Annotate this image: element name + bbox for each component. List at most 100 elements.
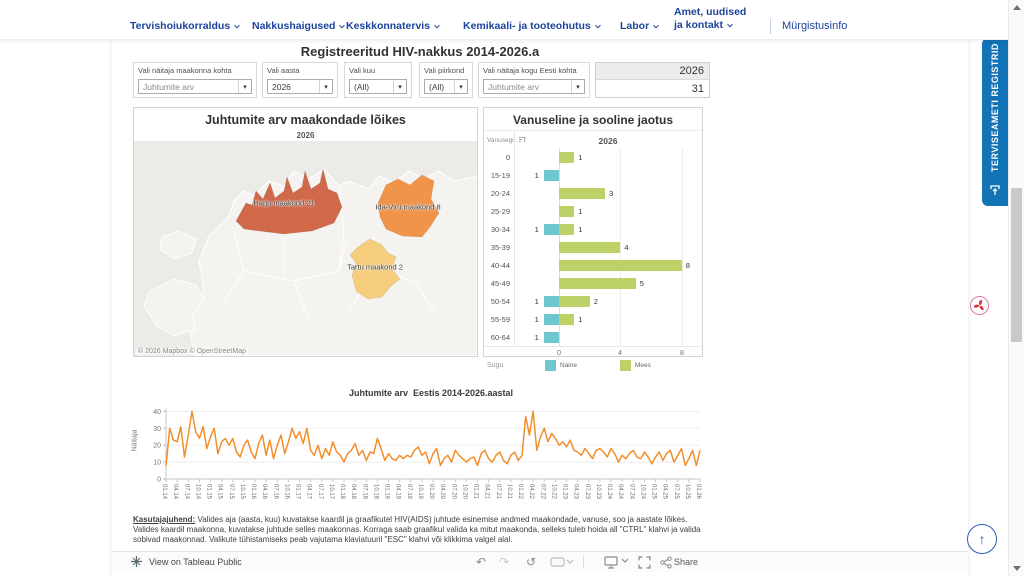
bar-mees[interactable] bbox=[559, 313, 575, 325]
age-axis-line bbox=[484, 346, 702, 347]
filter-select[interactable]: (All) ▾ bbox=[349, 79, 407, 94]
bar-mees[interactable] bbox=[559, 241, 621, 253]
age-column-header[interactable]: Vanusegr.. bbox=[487, 136, 527, 144]
undo-icon[interactable]: ↶ bbox=[476, 555, 487, 569]
bar-mees[interactable] bbox=[559, 277, 636, 289]
nav-nakkushaigused[interactable]: Nakkushaigused bbox=[252, 20, 346, 32]
dropdown-caret-icon[interactable]: ▾ bbox=[319, 80, 332, 93]
bar-naine[interactable] bbox=[543, 223, 559, 235]
estonia-map[interactable]: Harju maakond 21 Ida-Viru maakond 8 Tart… bbox=[134, 141, 477, 356]
age-gridline bbox=[620, 148, 622, 346]
age-x-tick: 0 bbox=[556, 348, 562, 357]
age-category-label: 20-24 bbox=[490, 189, 510, 198]
dropdown-caret-icon[interactable]: ▾ bbox=[393, 80, 406, 93]
dropdown-caret-icon[interactable]: ▾ bbox=[238, 80, 251, 93]
age-category-label: 15-19 bbox=[490, 171, 510, 180]
bar-value-label: 1 bbox=[534, 297, 539, 306]
revert-dropdown-icon[interactable] bbox=[550, 556, 574, 568]
nav-murgistusinfo[interactable]: Mürgistusinfo bbox=[782, 20, 848, 32]
nav-labor[interactable]: Labor bbox=[620, 20, 660, 32]
nav-amet-uudised-ja-kontakt[interactable]: Amet, uudised ja kontakt bbox=[674, 6, 746, 32]
dropdown-caret-icon[interactable]: ▾ bbox=[571, 80, 584, 93]
legend-title: Sugu bbox=[487, 362, 504, 369]
bar-naine[interactable] bbox=[543, 295, 559, 307]
age-row: 20-24 3 bbox=[484, 184, 702, 202]
x-tick-label: 04.17 bbox=[306, 484, 312, 500]
terviseameti-registrid-tab[interactable]: TERVISEAMETI REGISTRID bbox=[982, 38, 1008, 206]
page-scrollbar[interactable] bbox=[1008, 0, 1024, 576]
x-tick-label: 01.23 bbox=[562, 484, 568, 500]
chevron-down-icon bbox=[727, 21, 733, 28]
x-tick-label: 01.16 bbox=[250, 484, 256, 500]
legend-swatch-naine[interactable] bbox=[545, 360, 556, 371]
bar-naine[interactable] bbox=[543, 169, 559, 181]
bar-mees[interactable] bbox=[559, 187, 606, 199]
download-device-icon[interactable] bbox=[604, 556, 630, 569]
nav-kemikaali-ja-tooteohutus[interactable]: Kemikaali- ja tooteohutus bbox=[463, 20, 601, 32]
scrollbar-up-arrow[interactable] bbox=[1013, 5, 1021, 10]
line-chart[interactable]: 0 10 20 30 40 01.14 04.14 07.14 10.14 01.15 04.15 0… bbox=[150, 402, 712, 508]
bar-value-label: 1 bbox=[534, 315, 539, 324]
sort-icon[interactable] bbox=[519, 136, 527, 143]
map-panel: Juhtumite arv maakondade lõikes 2026 bbox=[133, 107, 478, 357]
bar-naine[interactable] bbox=[543, 313, 559, 325]
bar-value-label: 1 bbox=[578, 207, 583, 216]
filter-value: (All) bbox=[429, 81, 445, 92]
nav-label: Nakkushaigused bbox=[252, 20, 336, 32]
filter-value: (All) bbox=[354, 81, 370, 92]
bar-mees[interactable] bbox=[559, 151, 575, 163]
filter-select[interactable]: Juhtumite arv ▾ bbox=[483, 79, 585, 94]
map-region-tartu[interactable] bbox=[349, 238, 401, 300]
share-icon[interactable] bbox=[660, 556, 672, 569]
x-tick-label: 10.23 bbox=[595, 484, 601, 500]
redo-icon[interactable]: ↷ bbox=[499, 555, 510, 569]
nav-tervishoiukorraldus[interactable]: Tervishoiukorraldus bbox=[130, 20, 241, 32]
bar-mees[interactable] bbox=[559, 205, 575, 217]
line-series[interactable] bbox=[165, 410, 701, 467]
x-tick-label: 07.15 bbox=[228, 484, 234, 500]
bar-value-label: 3 bbox=[609, 189, 614, 198]
reset-icon[interactable]: ↺ bbox=[526, 555, 537, 569]
filter-select[interactable]: Juhtumite arv ▾ bbox=[138, 79, 252, 94]
usage-instructions: Kasutajajuhend: Valides aja (aasta, kuu)… bbox=[133, 515, 715, 544]
instructions-body: Valides aja (aasta, kuu) kuvatakse kaard… bbox=[133, 515, 701, 544]
x-tick-label: 04.24 bbox=[617, 484, 623, 500]
map-label-ida-viru[interactable]: Ida-Viru maakond 8 bbox=[375, 202, 441, 212]
x-tick-label: 10.24 bbox=[639, 484, 645, 500]
map-label-harju[interactable]: Harju maakond 21 bbox=[253, 198, 315, 208]
scrollbar-thumb[interactable] bbox=[1011, 188, 1022, 342]
x-tick-label: 07.17 bbox=[317, 484, 323, 500]
scroll-to-top-button[interactable]: ↑ bbox=[967, 524, 997, 554]
bar-mees[interactable] bbox=[559, 223, 575, 235]
nav-keskkonnatervis[interactable]: Keskkonnatervis bbox=[346, 20, 440, 32]
x-tick-label: 04.16 bbox=[261, 484, 267, 500]
bar-mees[interactable] bbox=[559, 259, 682, 271]
x-tick-label: 07.16 bbox=[272, 484, 278, 500]
view-on-tableau-label: View on Tableau Public bbox=[149, 556, 242, 567]
map-label-tartu[interactable]: Tartu maakond 2 bbox=[347, 262, 403, 272]
filter-aasta: Vali aasta 2026 ▾ bbox=[262, 62, 338, 98]
filter-label: Vali piirkond bbox=[424, 66, 465, 75]
bar-mees[interactable] bbox=[559, 295, 590, 307]
map-subtitle: 2026 bbox=[296, 131, 315, 140]
age-category-label: 30-34 bbox=[490, 225, 510, 234]
pdf-download-button[interactable] bbox=[970, 296, 989, 315]
share-button[interactable]: Share bbox=[674, 557, 699, 567]
scrollbar-down-arrow[interactable] bbox=[1013, 566, 1021, 571]
bar-value-label: 8 bbox=[685, 261, 690, 270]
age-category-label: 0 bbox=[505, 153, 510, 162]
bar-value-label: 1 bbox=[578, 225, 583, 234]
bar-naine[interactable] bbox=[543, 331, 559, 343]
filter-select[interactable]: (All) ▾ bbox=[424, 79, 468, 94]
x-tick-label: 07.19 bbox=[406, 484, 412, 500]
x-tick-label: 01.19 bbox=[384, 484, 390, 500]
map-region-harju[interactable] bbox=[235, 168, 343, 235]
age-x-tick: 4 bbox=[617, 348, 623, 357]
filter-kuu: Vali kuu (All) ▾ bbox=[344, 62, 412, 98]
dropdown-caret-icon[interactable]: ▾ bbox=[454, 80, 467, 93]
view-on-tableau-public[interactable]: View on Tableau Public bbox=[130, 555, 242, 568]
legend-swatch-mees[interactable] bbox=[620, 360, 631, 371]
filter-select[interactable]: 2026 ▾ bbox=[267, 79, 333, 94]
fullscreen-icon[interactable] bbox=[638, 556, 651, 569]
map-region-ida-viru[interactable] bbox=[377, 174, 440, 238]
